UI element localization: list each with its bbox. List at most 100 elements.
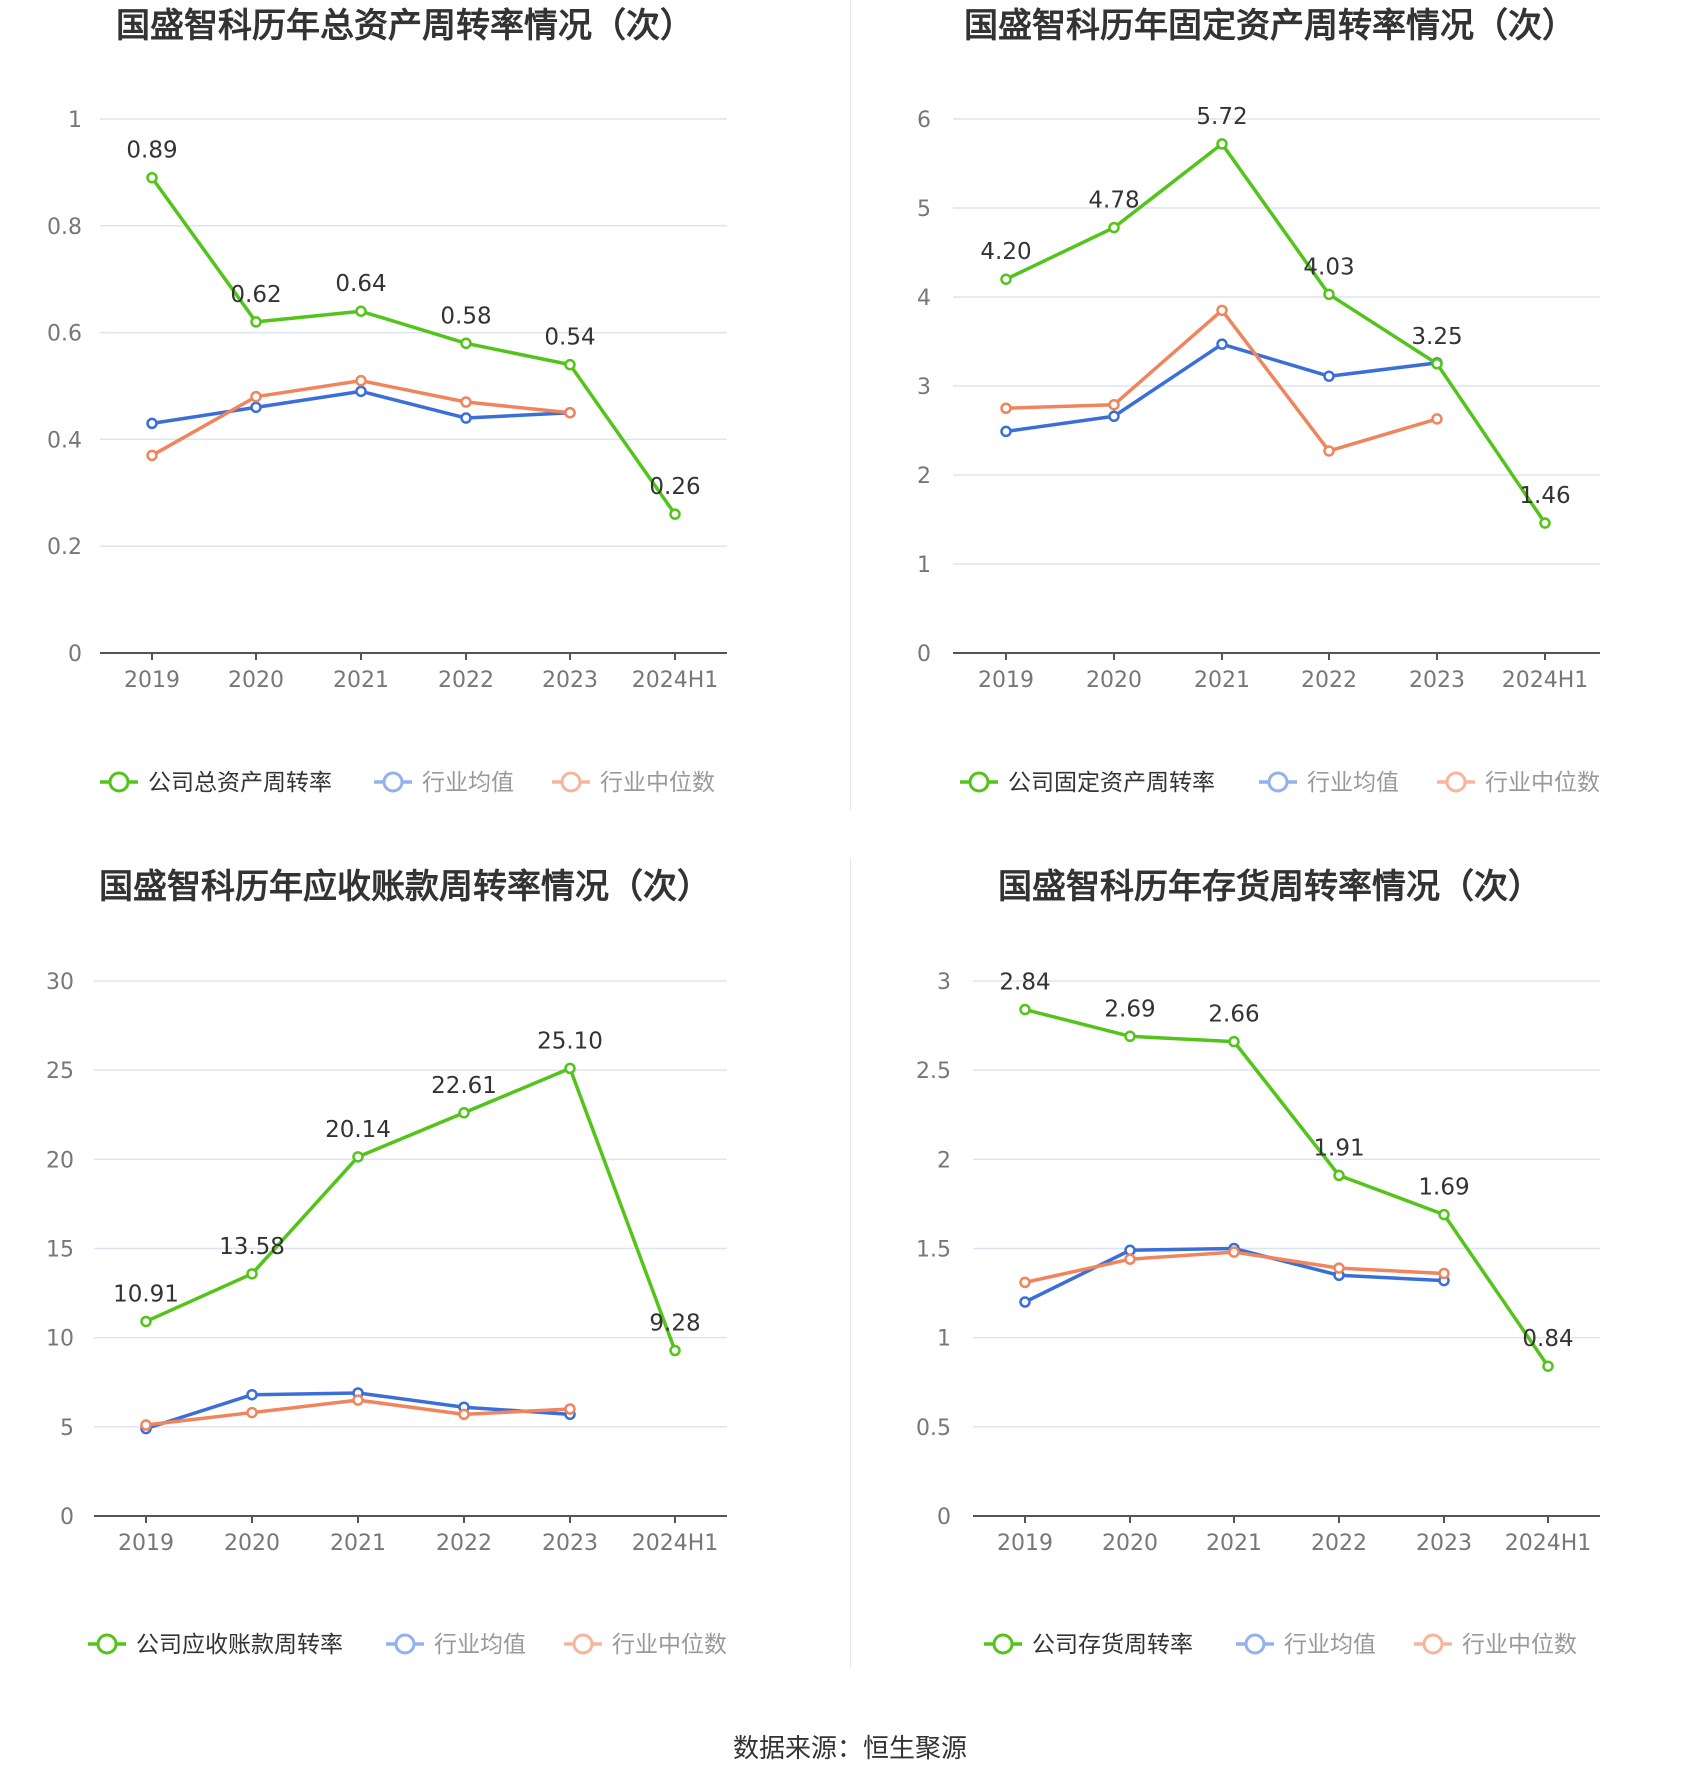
y-tick-label: 25 [46,1059,74,1084]
legend-marker-industry_median [1445,771,1467,793]
x-tick-label: 2023 [542,668,598,693]
data-point-company [140,1315,152,1328]
legend-marker-industry_avg [1244,1633,1266,1655]
data-label: 5.72 [1196,104,1247,130]
data-label: 0.54 [544,325,595,351]
x-tick-label: 2022 [1301,668,1357,693]
data-label: 22.61 [431,1073,497,1099]
data-point-industry_median [460,396,472,408]
data-point-industry_avg [1000,425,1012,438]
data-point-industry_avg [355,385,367,398]
x-tick-label: 2023 [542,1531,598,1556]
data-point-company [458,1107,470,1119]
data-label: 1.91 [1313,1135,1364,1161]
data-label: 2.69 [1104,996,1155,1022]
y-tick-label: 1.5 [916,1238,951,1263]
legend-marker-company [96,1633,118,1655]
data-point-industry_median [146,449,158,462]
data-label: 0.62 [230,282,281,308]
y-tick-label: 1 [68,108,82,133]
y-tick-label: 2 [917,464,931,489]
data-point-company [1431,358,1443,370]
data-point-industry_median [355,374,367,387]
y-tick-label: 0 [937,1505,951,1530]
x-tick-label: 2020 [1086,668,1142,693]
data-label: 2.66 [1208,1002,1259,1028]
data-point-company [564,358,576,371]
y-tick-label: 30 [46,970,74,995]
chart-panel-3: 国盛智科历年应收账款周转率情况（次） 0 5 10 15 20 25 30 2019 2020 20… [46,867,727,1658]
series-line-company [1024,1007,1550,1368]
data-point-industry_avg [246,1388,258,1401]
data-point-company [669,508,681,520]
data-label: 0.89 [126,138,177,164]
y-tick-label: 2 [937,1148,951,1173]
data-label: 0.58 [440,303,491,329]
data-point-industry_avg [1019,1296,1031,1308]
x-tick-label: 2024H1 [1505,1531,1592,1556]
x-tick-label: 2024H1 [632,668,719,693]
data-point-industry_median [1431,413,1443,425]
y-tick-label: 10 [46,1327,74,1352]
data-label: 1.46 [1519,483,1570,509]
legend-label-industry_avg: 行业均值 [1307,770,1399,796]
legend-marker-company [108,771,130,793]
data-label: 3.25 [1411,324,1462,350]
data-point-industry_avg [460,412,472,424]
data-point-industry_median [1000,402,1012,414]
data-point-industry_median [564,406,576,419]
chart-title: 国盛智科历年固定资产周转率情况（次） [964,6,1576,46]
y-tick-label: 4 [917,286,931,311]
x-tick-label: 2020 [1102,1531,1158,1556]
x-tick-label: 2021 [1206,1531,1262,1556]
x-tick-label: 2022 [436,1531,492,1556]
x-tick-label: 2020 [224,1531,280,1556]
legend-marker-industry_median [560,771,582,793]
x-tick-label: 2019 [118,1531,174,1556]
data-point-industry_median [140,1419,152,1431]
data-point-company [1228,1035,1240,1048]
data-point-company [1333,1169,1345,1182]
data-point-company [564,1062,576,1075]
data-point-company [355,305,367,317]
x-tick-label: 2020 [228,668,284,693]
data-point-industry_avg [146,417,158,430]
series-line-company [150,176,677,516]
x-tick-label: 2022 [1311,1531,1367,1556]
x-tick-label: 2021 [333,668,389,693]
legend-label-company: 公司总资产周转率 [148,770,332,796]
data-label: 10.91 [113,1281,179,1307]
data-point-company [1000,273,1012,285]
data-label: 4.03 [1303,254,1354,280]
chart-title: 国盛智科历年存货周转率情况（次） [998,867,1542,907]
legend-marker-industry_avg [1267,771,1289,793]
vertical-divider-top [850,0,851,810]
data-point-company [669,1344,681,1357]
data-point-industry_median [1323,445,1335,457]
data-point-company [246,1268,258,1280]
x-tick-label: 2024H1 [1502,668,1589,693]
y-tick-label: 1 [937,1327,951,1352]
vertical-divider-bottom [850,858,851,1668]
data-point-company [146,171,158,184]
legend-marker-company [992,1633,1014,1655]
x-tick-label: 2022 [438,668,494,693]
data-point-company [1438,1208,1450,1221]
data-point-industry_median [1019,1276,1031,1289]
data-label: 0.64 [335,271,386,297]
y-tick-label: 0.4 [47,428,82,453]
data-label: 13.58 [219,1234,285,1260]
legend-label-industry_median: 行业中位数 [600,770,715,796]
data-label: 4.20 [980,239,1031,265]
data-source-note: 数据来源：恒生聚源 [732,1734,967,1764]
data-label: 1.69 [1418,1175,1469,1201]
data-point-industry_avg [1323,370,1335,382]
data-point-company [460,337,472,350]
data-point-company [1019,1003,1031,1016]
x-tick-label: 2023 [1416,1531,1472,1556]
legend-label-industry_avg: 行业均值 [422,770,514,796]
y-tick-label: 6 [917,108,931,133]
y-tick-label: 5 [917,197,931,222]
data-point-industry_median [1124,1253,1136,1265]
data-point-company [352,1151,364,1163]
